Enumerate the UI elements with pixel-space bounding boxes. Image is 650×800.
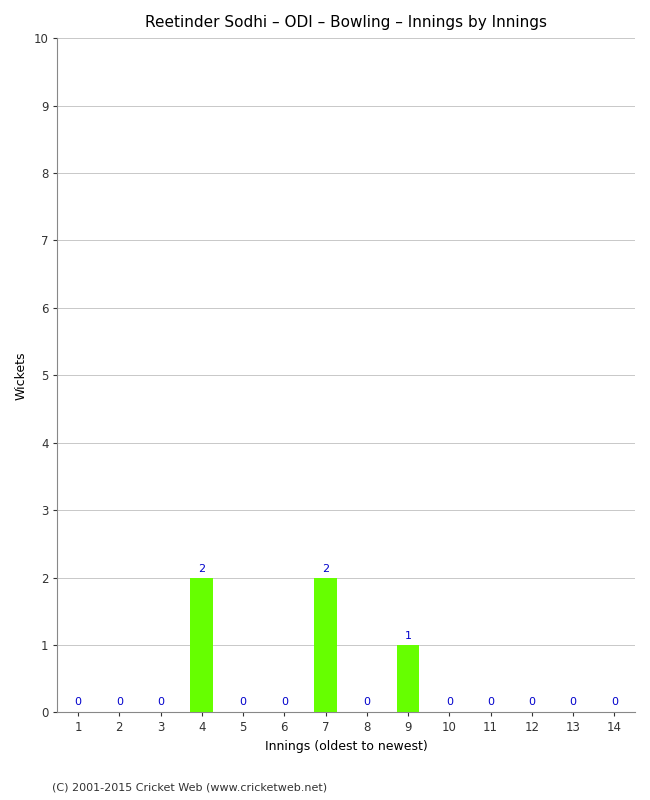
Text: 0: 0 — [446, 697, 453, 707]
Text: 0: 0 — [569, 697, 577, 707]
Text: (C) 2001-2015 Cricket Web (www.cricketweb.net): (C) 2001-2015 Cricket Web (www.cricketwe… — [52, 782, 327, 792]
Bar — [396, 645, 419, 713]
X-axis label: Innings (oldest to newest): Innings (oldest to newest) — [265, 740, 428, 753]
Y-axis label: Wickets: Wickets — [15, 351, 28, 399]
Text: 0: 0 — [240, 697, 246, 707]
Text: 0: 0 — [75, 697, 82, 707]
Text: 0: 0 — [487, 697, 494, 707]
Text: 0: 0 — [281, 697, 288, 707]
Text: 1: 1 — [404, 631, 411, 641]
Text: 0: 0 — [157, 697, 164, 707]
Text: 0: 0 — [611, 697, 618, 707]
Text: 2: 2 — [322, 563, 329, 574]
Text: 0: 0 — [528, 697, 536, 707]
Text: 0: 0 — [363, 697, 370, 707]
Title: Reetinder Sodhi – ODI – Bowling – Innings by Innings: Reetinder Sodhi – ODI – Bowling – Inning… — [145, 15, 547, 30]
Text: 0: 0 — [116, 697, 123, 707]
Bar — [314, 578, 337, 713]
Text: 2: 2 — [198, 563, 205, 574]
Bar — [190, 578, 213, 713]
